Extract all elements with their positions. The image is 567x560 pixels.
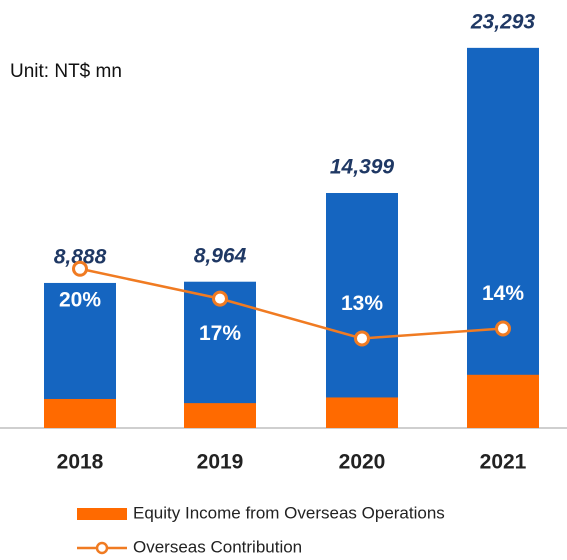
x-tick-label: 2020 <box>339 451 386 474</box>
line-point <box>354 330 370 347</box>
bar <box>184 403 256 428</box>
percent-label: 14% <box>482 282 524 305</box>
percent-label: 17% <box>199 322 241 345</box>
legend-marker <box>95 541 109 555</box>
x-tick-label: 2021 <box>480 451 527 474</box>
bar <box>326 397 398 428</box>
line <box>79 267 504 340</box>
total-label: 8,964 <box>194 244 247 267</box>
bar <box>326 193 398 428</box>
total-label: 23,293 <box>470 10 536 33</box>
legend-label: Overseas Contribution <box>133 537 302 556</box>
bar <box>44 398 116 428</box>
bar <box>467 374 539 428</box>
bar <box>467 47 539 428</box>
unit-label: Unit: NT$ mn <box>10 61 122 82</box>
x-tick-label: 2019 <box>197 451 244 474</box>
line-point <box>495 320 511 337</box>
percent-label: 13% <box>341 292 383 315</box>
line-point <box>212 290 228 307</box>
x-tick-label: 2018 <box>57 451 104 474</box>
legend-label: Equity Income from Overseas Operations <box>133 503 445 522</box>
total-label: 14,399 <box>330 156 395 179</box>
total-label: 8,888 <box>54 245 107 268</box>
percent-label: 20% <box>59 288 101 311</box>
legend-swatch <box>77 508 127 520</box>
line-point <box>72 260 88 277</box>
